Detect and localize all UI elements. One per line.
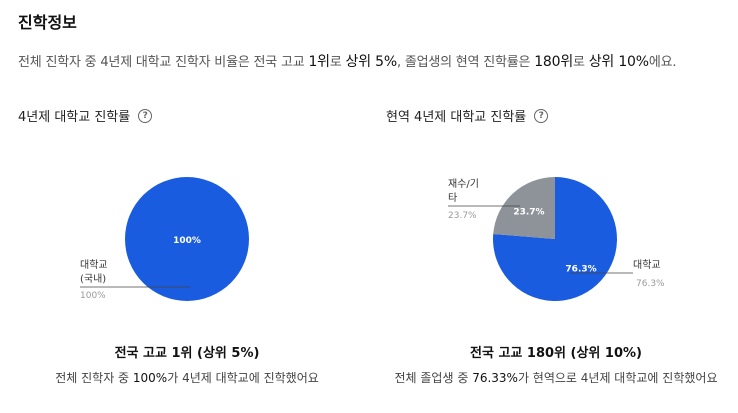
slice-outside-value: 23.7% — [448, 211, 477, 221]
chart1-title: 4년제 대학교 진학률 — [18, 110, 131, 125]
pie-slice-retake-other[interactable] — [493, 177, 555, 239]
slice-value-label: 100% — [173, 236, 201, 246]
help-icon[interactable]: ? — [138, 108, 153, 123]
chart2-heading: 현역 4년제 대학교 진학률 ? — [386, 106, 549, 125]
slice-outside-value: 100% — [80, 291, 106, 301]
pie-slice-university-domestic[interactable] — [125, 177, 249, 301]
help-icon[interactable]: ? — [534, 108, 549, 123]
slice-value-label: 76.3% — [565, 264, 596, 274]
slice-label: 대학교 — [633, 259, 661, 271]
chart1-caption: 전국 고교 1위 (상위 5%) — [114, 346, 260, 361]
slice-label: 대학교 — [80, 259, 108, 271]
slice-value-label: 23.7% — [513, 208, 544, 218]
section-title: 진학정보 — [18, 13, 77, 32]
slice-label: 재수/기 — [448, 178, 479, 190]
chart1-heading: 4년제 대학교 진학률 ? — [18, 106, 153, 125]
summary-text: 전체 진학자 중 4년제 대학교 진학자 비율은 전국 고교 1위로 상위 5%… — [18, 54, 677, 70]
chart2-desc: 전체 졸업생 중 76.33%가 현역으로 4년제 대학교에 진학했어요 — [394, 371, 718, 385]
slice-outside-value: 76.3% — [636, 279, 665, 289]
slice-label: 타 — [448, 192, 457, 204]
slice-label: (국내) — [80, 273, 106, 285]
chart1-desc: 전체 진학자 중 100%가 4년제 대학교에 진학했어요 — [55, 371, 319, 385]
chart2-caption: 전국 고교 180위 (상위 10%) — [470, 346, 642, 361]
chart2-title: 현역 4년제 대학교 진학률 — [386, 110, 527, 125]
